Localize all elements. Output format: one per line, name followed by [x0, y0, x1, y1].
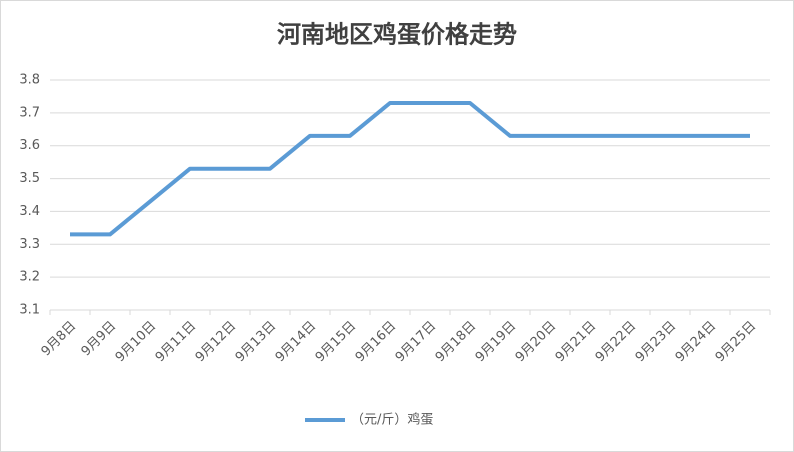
- legend-label: （元/斤）鸡蛋: [351, 412, 433, 428]
- y-tick-label: 3.1: [19, 303, 40, 318]
- y-tick-label: 3.3: [19, 237, 40, 252]
- y-tick-label: 3.8: [19, 73, 40, 88]
- chart-title: 河南地区鸡蛋价格走势: [277, 20, 517, 49]
- y-tick-label: 3.5: [19, 171, 40, 186]
- y-tick-label: 3.6: [19, 138, 40, 153]
- y-tick-label: 3.2: [19, 270, 40, 285]
- data-line: [70, 101, 750, 237]
- y-tick-label: 3.4: [19, 204, 40, 219]
- y-tick-label: 3.7: [19, 105, 40, 120]
